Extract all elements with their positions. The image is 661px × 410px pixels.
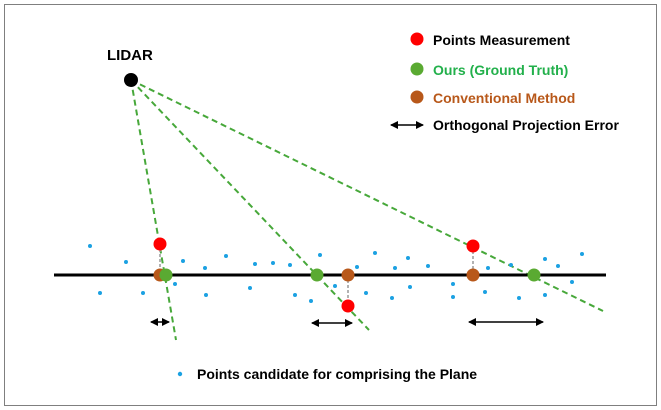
candidate-point bbox=[373, 251, 377, 255]
candidate-point bbox=[181, 259, 185, 263]
ground-truth-point-1 bbox=[159, 268, 173, 282]
candidate-point bbox=[543, 293, 547, 297]
candidate-point bbox=[426, 264, 430, 268]
lidar-ray-3 bbox=[130, 79, 604, 312]
candidate-point bbox=[543, 257, 547, 261]
lidar-sensor bbox=[124, 73, 138, 87]
candidate-point bbox=[271, 261, 275, 265]
candidate-point bbox=[88, 244, 92, 248]
conventional-point-3 bbox=[466, 268, 480, 282]
legend-projection-error-label: Orthogonal Projection Error bbox=[433, 117, 619, 133]
candidate-point bbox=[451, 295, 455, 299]
candidate-point bbox=[318, 253, 322, 257]
candidate-point bbox=[309, 299, 313, 303]
candidate-point bbox=[173, 282, 177, 286]
lidar-rays bbox=[130, 79, 604, 341]
candidate-point bbox=[486, 266, 490, 270]
legend-conventional-label: Conventional Method bbox=[433, 90, 575, 106]
candidate-caption-label: Points candidate for comprising the Plan… bbox=[197, 366, 477, 382]
candidate-point bbox=[570, 280, 574, 284]
lidar-label: LIDAR bbox=[107, 47, 153, 64]
candidate-point bbox=[333, 284, 337, 288]
candidate-point bbox=[124, 260, 128, 264]
legend: Points Measurement Ours (Ground Truth) C… bbox=[390, 32, 619, 133]
candidate-point bbox=[293, 293, 297, 297]
candidate-point bbox=[203, 266, 207, 270]
legend-ground-truth-marker bbox=[410, 62, 424, 76]
candidate-point bbox=[224, 254, 228, 258]
ground-truth-point-3 bbox=[527, 268, 541, 282]
candidate-point bbox=[204, 293, 208, 297]
candidate-point bbox=[406, 256, 410, 260]
candidate-point bbox=[408, 285, 412, 289]
candidate-point bbox=[98, 291, 102, 295]
ground-truth-point-2 bbox=[310, 268, 324, 282]
candidate-point bbox=[483, 290, 487, 294]
candidate-points bbox=[88, 244, 584, 303]
candidate-point bbox=[517, 296, 521, 300]
candidate-point bbox=[364, 291, 368, 295]
candidate-point bbox=[556, 264, 560, 268]
candidate-point bbox=[248, 286, 252, 290]
projection-error-arrows bbox=[150, 318, 544, 327]
legend-ground-truth-label: Ours (Ground Truth) bbox=[433, 62, 568, 78]
candidate-point bbox=[580, 252, 584, 256]
lidar-ray-2 bbox=[130, 79, 370, 331]
candidate-point bbox=[288, 263, 292, 267]
candidate-point bbox=[451, 282, 455, 286]
measurement-point-3 bbox=[466, 239, 480, 253]
candidate-point bbox=[390, 296, 394, 300]
candidate-point bbox=[355, 265, 359, 269]
candidate-point bbox=[509, 263, 513, 267]
conventional-point-2 bbox=[341, 268, 355, 282]
candidate-point bbox=[393, 266, 397, 270]
measurement-point-1 bbox=[153, 237, 167, 251]
candidate-point bbox=[253, 262, 257, 266]
diagram-frame bbox=[4, 4, 657, 406]
legend-measurement-label: Points Measurement bbox=[433, 32, 570, 48]
legend-conventional-marker bbox=[410, 90, 424, 104]
lidar-ray-1 bbox=[130, 79, 177, 341]
measurement-point-2 bbox=[341, 299, 355, 313]
candidate-caption-marker bbox=[177, 371, 183, 377]
legend-measurement-marker bbox=[410, 32, 424, 46]
candidate-point bbox=[141, 291, 145, 295]
